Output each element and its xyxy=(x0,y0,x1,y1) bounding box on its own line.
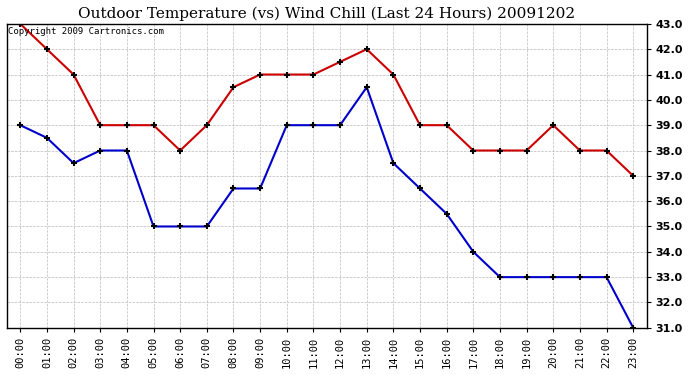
Text: Copyright 2009 Cartronics.com: Copyright 2009 Cartronics.com xyxy=(8,27,164,36)
Title: Outdoor Temperature (vs) Wind Chill (Last 24 Hours) 20091202: Outdoor Temperature (vs) Wind Chill (Las… xyxy=(78,7,575,21)
